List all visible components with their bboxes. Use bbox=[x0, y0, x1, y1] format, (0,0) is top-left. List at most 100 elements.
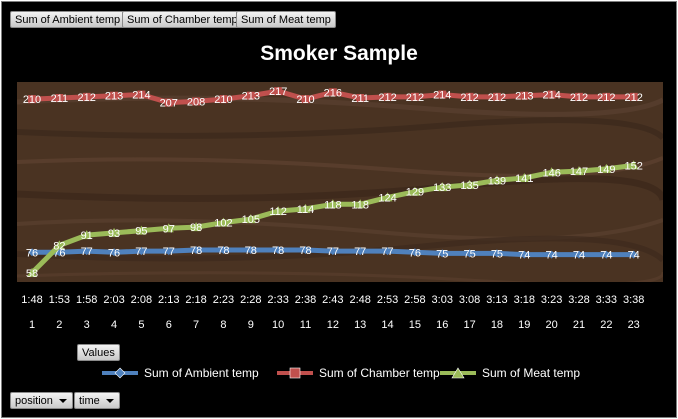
x-tick-position: 12 bbox=[326, 319, 339, 331]
data-point-ambient bbox=[274, 246, 283, 254]
x-tick-position: 3 bbox=[83, 319, 90, 331]
data-point-chamber bbox=[246, 91, 255, 100]
x-tick-time: 3:28 bbox=[568, 294, 590, 306]
data-label-chamber: 213 bbox=[242, 91, 260, 103]
data-point-chamber bbox=[602, 92, 611, 101]
data-label-chamber: 212 bbox=[597, 92, 615, 104]
data-point-chamber bbox=[465, 92, 474, 101]
data-point-meat bbox=[437, 182, 448, 192]
data-point-meat bbox=[327, 199, 338, 209]
data-point-meat bbox=[218, 217, 229, 227]
data-label-ambient: 76 bbox=[53, 247, 65, 259]
legend-label-ambient-temp: Sum of Ambient temp bbox=[144, 366, 259, 380]
data-label-ambient: 74 bbox=[628, 250, 640, 262]
data-label-chamber: 212 bbox=[488, 92, 506, 104]
data-point-meat bbox=[628, 160, 639, 170]
x-tick-position: 9 bbox=[247, 319, 254, 331]
data-label-ambient: 77 bbox=[135, 246, 147, 258]
data-label-ambient: 77 bbox=[381, 246, 393, 258]
data-label-meat: 129 bbox=[406, 187, 424, 199]
data-label-ambient: 74 bbox=[518, 250, 530, 262]
axis-field-position-dropdown[interactable]: position bbox=[10, 392, 73, 409]
x-tick-position: 1 bbox=[28, 319, 36, 331]
data-point-ambient bbox=[492, 249, 501, 258]
x-tick-time: 1:48 bbox=[21, 294, 43, 306]
x-tick-position: 15 bbox=[408, 319, 422, 331]
data-point-meat bbox=[464, 179, 475, 189]
data-label-ambient: 77 bbox=[354, 246, 366, 258]
data-point-chamber bbox=[55, 94, 64, 102]
x-tick-position: 5 bbox=[138, 319, 145, 331]
data-label-meat: 98 bbox=[190, 222, 202, 234]
data-label-ambient: 76 bbox=[409, 247, 421, 259]
data-label-chamber: 207 bbox=[160, 98, 178, 110]
data-point-chamber bbox=[547, 90, 556, 99]
data-point-chamber bbox=[28, 95, 36, 104]
data-point-chamber bbox=[164, 98, 173, 107]
data-point-ambient bbox=[137, 247, 146, 256]
x-tick-position: 11 bbox=[299, 319, 312, 331]
data-point-meat bbox=[27, 267, 37, 277]
x-tick-time: 3:08 bbox=[458, 294, 481, 306]
x-tick-position: 17 bbox=[463, 319, 476, 331]
x-tick-time: 2:58 bbox=[404, 294, 426, 306]
x-tick-time: 2:18 bbox=[185, 294, 207, 306]
data-label-chamber: 210 bbox=[296, 94, 314, 106]
x-tick-position: 2 bbox=[56, 319, 63, 331]
axis-field-time-dropdown[interactable]: time bbox=[74, 392, 120, 409]
values-button[interactable]: Values bbox=[77, 344, 120, 361]
data-point-chamber bbox=[383, 92, 392, 101]
data-point-ambient bbox=[465, 249, 474, 258]
x-tick-position: 18 bbox=[490, 319, 504, 331]
data-label-chamber: 214 bbox=[132, 90, 150, 102]
x-tick-position: 16 bbox=[436, 319, 449, 331]
data-point-chamber bbox=[438, 90, 447, 99]
data-point-ambient bbox=[328, 247, 337, 256]
x-tick-position: 14 bbox=[381, 319, 394, 331]
data-label-meat: 112 bbox=[269, 206, 287, 218]
data-label-meat: 118 bbox=[351, 199, 369, 211]
data-label-chamber: 212 bbox=[406, 92, 424, 104]
x-tick-time: 2:28 bbox=[240, 294, 262, 306]
x-tick-position: 6 bbox=[165, 319, 172, 331]
data-point-chamber bbox=[356, 94, 365, 102]
field-button-meat-temp[interactable]: Sum of Meat temp bbox=[236, 11, 336, 28]
field-button-chamber-temp[interactable]: Sum of Chamber temp bbox=[122, 11, 243, 28]
data-label-chamber: 210 bbox=[23, 94, 41, 106]
x-tick-time: 2:43 bbox=[322, 294, 344, 306]
x-tick-position: 21 bbox=[572, 319, 586, 331]
data-label-chamber: 213 bbox=[515, 91, 533, 103]
data-point-meat bbox=[491, 175, 502, 185]
data-label-meat: 133 bbox=[433, 182, 451, 194]
data-label-ambient: 74 bbox=[600, 250, 612, 262]
data-point-meat bbox=[136, 225, 147, 235]
data-label-ambient: 75 bbox=[463, 248, 475, 260]
data-point-ambient bbox=[356, 247, 365, 256]
data-point-meat bbox=[382, 192, 393, 202]
data-label-meat: 118 bbox=[324, 199, 342, 211]
x-tick-position: 19 bbox=[518, 319, 531, 331]
data-label-meat: 139 bbox=[488, 175, 506, 187]
x-tick-position: 10 bbox=[272, 319, 285, 331]
data-point-meat bbox=[191, 222, 202, 232]
data-point-meat bbox=[54, 240, 65, 250]
data-label-ambient: 78 bbox=[299, 245, 311, 257]
data-point-chamber bbox=[328, 88, 337, 97]
data-label-chamber: 212 bbox=[625, 92, 643, 104]
data-label-ambient: 76 bbox=[26, 247, 38, 259]
data-label-meat: 102 bbox=[214, 218, 232, 230]
chevron-down-icon bbox=[106, 399, 114, 403]
data-label-ambient: 77 bbox=[327, 246, 339, 258]
data-label-meat: 152 bbox=[625, 160, 643, 172]
data-label-meat: 93 bbox=[108, 228, 120, 240]
x-tick-time: 2:33 bbox=[267, 294, 289, 306]
x-tick-position: 8 bbox=[220, 319, 227, 331]
field-button-ambient-temp[interactable]: Sum of Ambient temp bbox=[10, 11, 126, 28]
x-tick-position: 22 bbox=[600, 319, 613, 331]
data-label-meat: 114 bbox=[297, 204, 315, 216]
data-point-ambient bbox=[438, 249, 447, 258]
data-label-ambient: 77 bbox=[163, 246, 175, 258]
data-point-ambient bbox=[219, 246, 228, 254]
data-label-chamber: 211 bbox=[351, 93, 369, 105]
